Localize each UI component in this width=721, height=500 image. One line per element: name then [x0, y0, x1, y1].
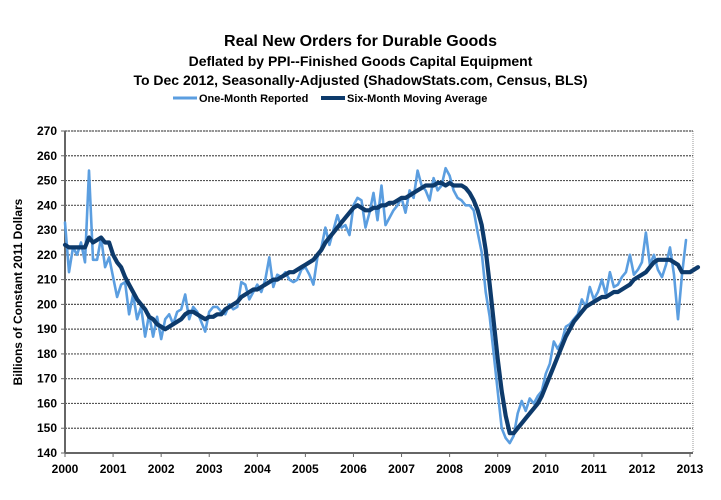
- x-tick-label: 2007: [388, 462, 415, 476]
- y-tick-label: 250: [37, 174, 57, 188]
- y-tick-label: 140: [37, 446, 57, 460]
- y-axis-title: Billions of Constant 2011 Dollars: [11, 198, 25, 385]
- y-tick-label: 150: [37, 421, 57, 435]
- x-tick-label: 2003: [196, 462, 223, 476]
- x-tick-label: 2009: [484, 462, 511, 476]
- y-tick-label: 200: [37, 297, 57, 311]
- x-tick-label: 2005: [292, 462, 319, 476]
- x-tick-label: 2013: [677, 462, 704, 476]
- y-tick-label: 190: [37, 322, 57, 336]
- chart-title: Real New Orders for Durable Goods: [224, 33, 497, 50]
- chart-subtitle-2: To Dec 2012, Seasonally-Adjusted (Shadow…: [133, 72, 588, 88]
- y-tick-label: 210: [37, 273, 57, 287]
- y-tick-label: 260: [37, 149, 57, 163]
- y-tick-labels: 140 150 160 170 180 190 200 210 220 230 240 250 260 2…: [37, 124, 57, 460]
- y-tick-label: 220: [37, 248, 57, 262]
- y-tick-label: 230: [37, 223, 57, 237]
- x-tick-label: 2012: [629, 462, 656, 476]
- x-tick-label: 2011: [581, 462, 607, 476]
- legend-label-six-month: Six-Month Moving Average: [347, 93, 487, 105]
- legend-label-one-month: One-Month Reported: [199, 93, 308, 105]
- x-tick-label: 2006: [340, 462, 367, 476]
- x-tick-label: 2000: [52, 462, 79, 476]
- x-tick-label: 2010: [532, 462, 559, 476]
- x-tick-labels: 2000 2001 2002 2003 2004 2005 2006 2007 2008 2009…: [52, 462, 704, 476]
- x-tick-label: 2002: [148, 462, 175, 476]
- series-line-six-month-moving-average: [62, 180, 701, 436]
- y-tick-label: 170: [37, 372, 57, 386]
- chart-subtitle-1: Deflated by PPI--Finished Goods Capital …: [188, 53, 533, 69]
- y-tick-label: 160: [37, 396, 57, 410]
- axes: [61, 130, 693, 457]
- y-tick-label: 270: [37, 124, 57, 138]
- y-tick-label: 180: [37, 347, 57, 361]
- y-tick-label: 240: [37, 198, 57, 212]
- x-tick-label: 2001: [100, 462, 127, 476]
- x-tick-label: 2004: [244, 462, 271, 476]
- legend: One-Month Reported Six-Month Moving Aver…: [173, 93, 487, 105]
- series-lines: [62, 166, 701, 445]
- x-tick-label: 2008: [436, 462, 463, 476]
